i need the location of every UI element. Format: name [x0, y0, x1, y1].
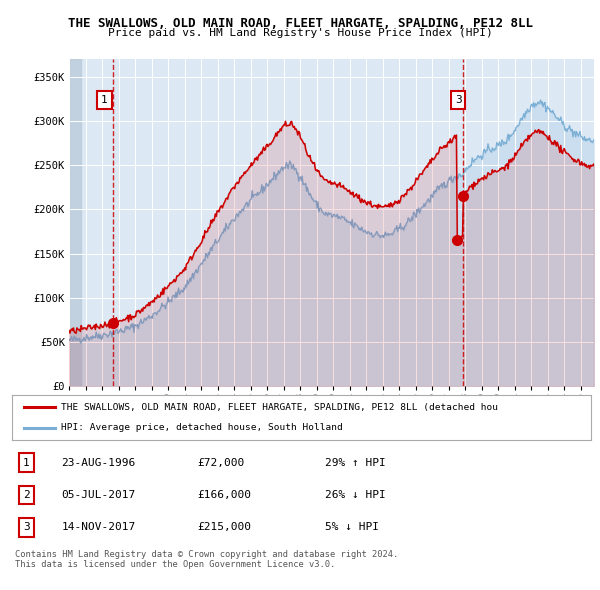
Text: 05-JUL-2017: 05-JUL-2017: [61, 490, 136, 500]
Bar: [69, 59, 82, 386]
Text: 3: 3: [23, 523, 30, 533]
Text: 26% ↓ HPI: 26% ↓ HPI: [325, 490, 385, 500]
Text: £166,000: £166,000: [197, 490, 251, 500]
Text: 3: 3: [455, 95, 461, 105]
Text: HPI: Average price, detached house, South Holland: HPI: Average price, detached house, Sout…: [61, 423, 343, 432]
Text: 2: 2: [23, 490, 30, 500]
Text: £215,000: £215,000: [197, 523, 251, 533]
Text: THE SWALLOWS, OLD MAIN ROAD, FLEET HARGATE, SPALDING, PE12 8LL: THE SWALLOWS, OLD MAIN ROAD, FLEET HARGA…: [67, 17, 533, 30]
Text: 5% ↓ HPI: 5% ↓ HPI: [325, 523, 379, 533]
Text: 1: 1: [101, 95, 108, 105]
Text: 23-AUG-1996: 23-AUG-1996: [61, 457, 136, 467]
Text: 1: 1: [23, 457, 30, 467]
Text: THE SWALLOWS, OLD MAIN ROAD, FLEET HARGATE, SPALDING, PE12 8LL (detached hou: THE SWALLOWS, OLD MAIN ROAD, FLEET HARGA…: [61, 403, 498, 412]
Text: £72,000: £72,000: [197, 457, 245, 467]
Text: 14-NOV-2017: 14-NOV-2017: [61, 523, 136, 533]
Text: 29% ↑ HPI: 29% ↑ HPI: [325, 457, 385, 467]
Text: Contains HM Land Registry data © Crown copyright and database right 2024.
This d: Contains HM Land Registry data © Crown c…: [15, 550, 398, 569]
Text: Price paid vs. HM Land Registry's House Price Index (HPI): Price paid vs. HM Land Registry's House …: [107, 28, 493, 38]
